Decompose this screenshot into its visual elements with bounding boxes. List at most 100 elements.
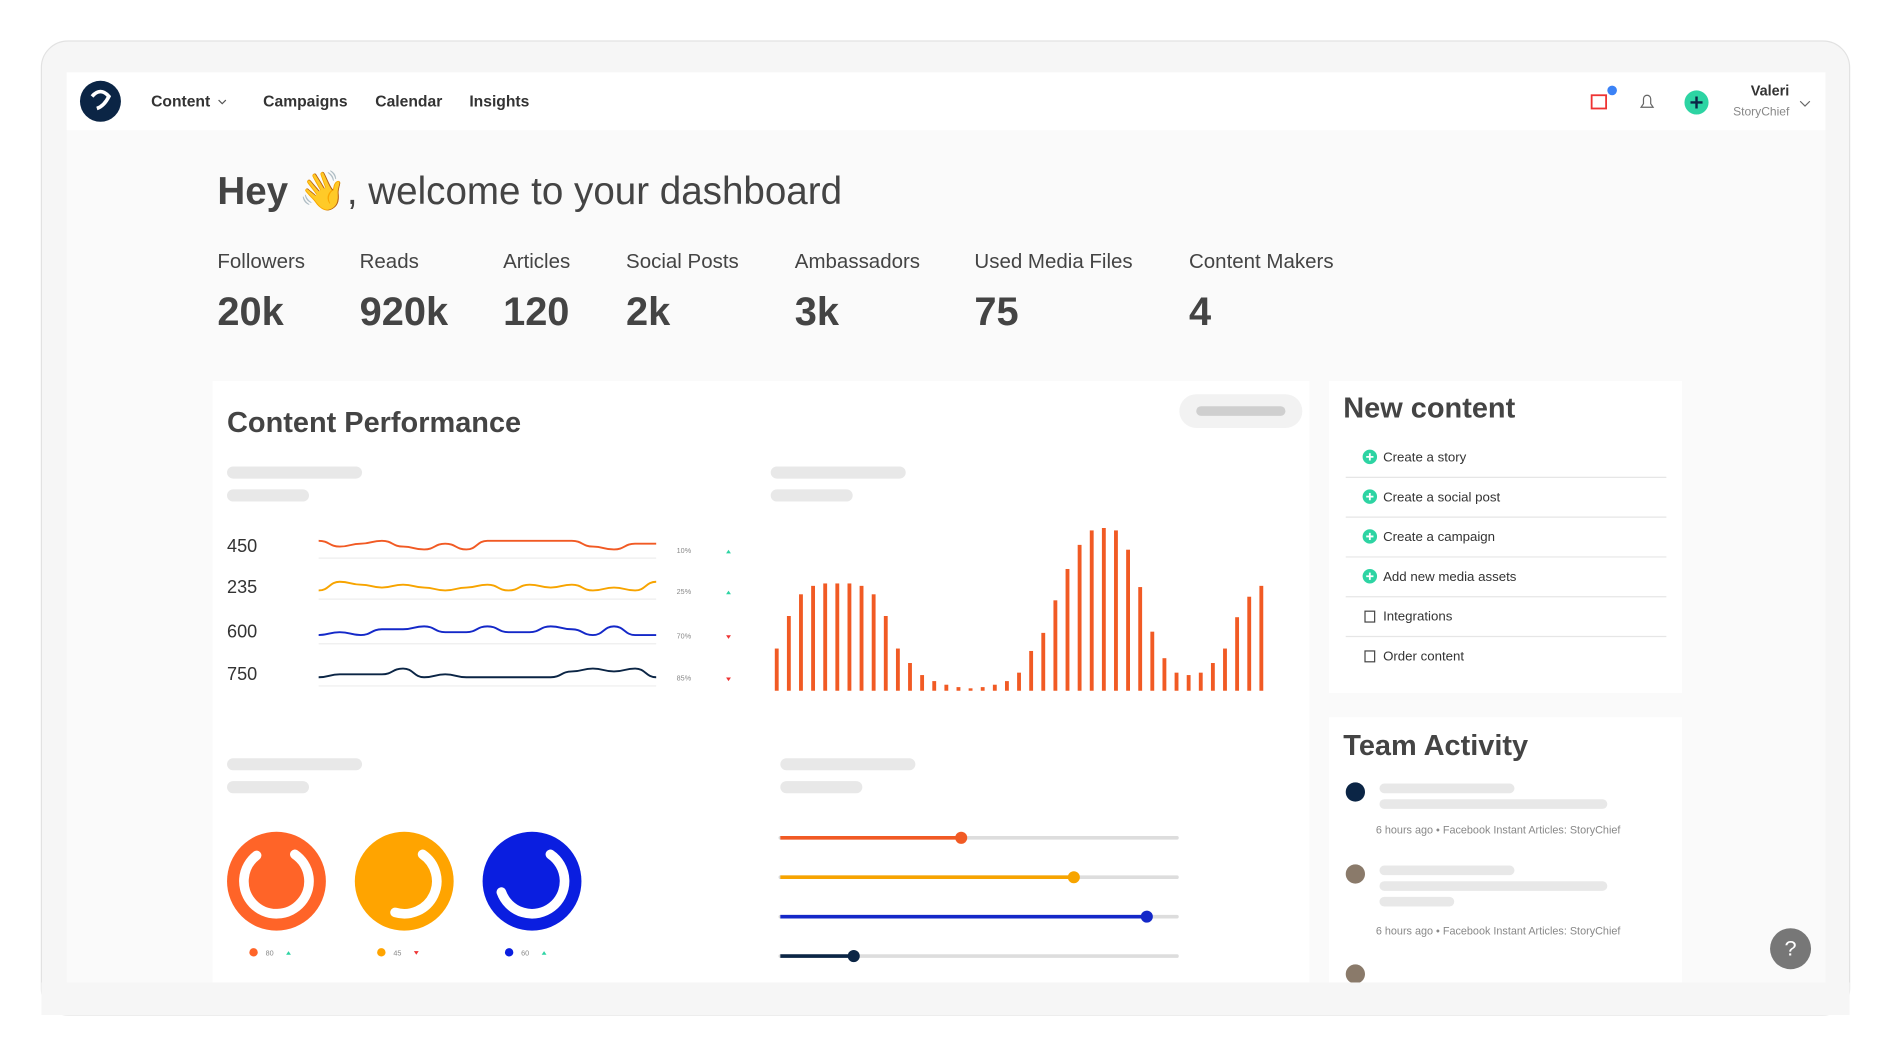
row-percent: 85%: [677, 674, 692, 683]
welcome-title: Hey 👋, welcome to your dashboard: [217, 170, 842, 214]
nav-item[interactable]: Campaigns: [263, 94, 348, 111]
stat-label: Articles: [503, 250, 570, 273]
placeholder: [227, 758, 363, 771]
trend-up: [726, 590, 731, 595]
bar: [799, 594, 803, 691]
bar: [823, 583, 828, 691]
legend-dot: [377, 948, 386, 957]
gift-icon[interactable]: [1590, 94, 1608, 110]
bar: [1089, 530, 1094, 691]
plus-mark: [1366, 453, 1374, 461]
user-chevron[interactable]: [1799, 100, 1811, 107]
row-number: 235: [227, 577, 257, 597]
stat-label: Followers: [217, 250, 305, 273]
trend-up: [726, 549, 731, 554]
placeholder: [227, 781, 310, 794]
donut-value: 45: [393, 948, 401, 957]
bar: [956, 687, 961, 691]
donut-arc: [239, 849, 314, 919]
frame-bottom: [41, 982, 1850, 1016]
donut-arc: [496, 849, 570, 919]
plus-icon: [1690, 96, 1703, 109]
new-content-item[interactable]: Integrations: [1383, 609, 1453, 624]
bar: [1186, 675, 1191, 691]
bar: [871, 594, 876, 691]
bar: [1259, 585, 1264, 691]
logo[interactable]: [79, 80, 121, 122]
plus-mark: [1366, 532, 1374, 541]
placeholder: [1379, 783, 1515, 794]
trend-down: [726, 635, 731, 639]
placeholder: [1379, 896, 1455, 907]
trend-down: [726, 677, 731, 682]
row-number: 750: [227, 664, 257, 684]
stat-value: 120: [503, 290, 569, 334]
bar: [944, 684, 949, 691]
new-content-item[interactable]: Create a story: [1383, 450, 1467, 465]
card-title: New content: [1343, 393, 1515, 425]
legend-dot: [249, 948, 258, 957]
user-org: StoryChief: [1733, 104, 1790, 118]
placeholder: [1379, 865, 1515, 876]
stat-label: Ambassadors: [795, 250, 920, 273]
avatar: [1345, 864, 1366, 884]
activity-meta: 6 hours ago • Facebook Instant Articles:…: [1376, 824, 1622, 836]
new-content-item[interactable]: Create a campaign: [1383, 529, 1495, 544]
card-title: Team Activity: [1343, 730, 1528, 762]
new-content-item[interactable]: Add new media assets: [1383, 569, 1517, 584]
stat-value: 920k: [360, 290, 449, 334]
donut-arc: [390, 849, 442, 919]
nav-item[interactable]: Calendar: [375, 94, 442, 111]
sparkline: [318, 580, 657, 592]
help-button[interactable]: [1770, 928, 1812, 970]
slider-knob[interactable]: [847, 950, 860, 963]
bar: [992, 684, 997, 691]
bar: [774, 648, 779, 691]
bar: [1114, 530, 1118, 691]
bar: [1053, 600, 1058, 691]
row-percent: 70%: [677, 631, 692, 640]
plus-mark: [1366, 572, 1374, 580]
bar: [895, 648, 900, 691]
stat-value: 2k: [626, 290, 671, 334]
bar: [1223, 648, 1227, 691]
card-title: Content Performance: [227, 407, 521, 439]
placeholder: [227, 466, 363, 479]
bar: [1162, 658, 1167, 691]
logo-mark: [90, 89, 112, 111]
nav-item[interactable]: Insights: [469, 94, 529, 111]
stat-value: 4: [1189, 290, 1211, 334]
bar: [1065, 568, 1070, 691]
sparkline: [318, 539, 657, 551]
bar: [1235, 617, 1240, 691]
user-name: Valeri: [1751, 83, 1790, 99]
slider-knob[interactable]: [1067, 871, 1080, 884]
trend-down: [413, 951, 419, 955]
donut-value: 80: [266, 948, 274, 957]
stat-label: Used Media Files: [974, 250, 1132, 273]
help-label: ?: [1785, 936, 1797, 961]
nav-item[interactable]: Content: [151, 94, 211, 111]
bar: [847, 583, 852, 691]
placeholder: [227, 489, 310, 502]
bar: [835, 583, 840, 691]
avatar: [1345, 964, 1366, 984]
item-icon: [1364, 650, 1376, 663]
slider-knob[interactable]: [955, 831, 968, 844]
stat-label: Content Makers: [1189, 250, 1334, 273]
bar: [1004, 681, 1009, 691]
placeholder: [1379, 799, 1608, 809]
placeholder: [770, 466, 906, 479]
placeholder: [770, 489, 853, 502]
slider-knob[interactable]: [1140, 910, 1153, 923]
navbar: [66, 72, 1826, 131]
bar: [1101, 528, 1106, 691]
new-content-item[interactable]: Create a social post: [1383, 489, 1500, 504]
notification-dot: [1607, 85, 1617, 96]
new-content-item[interactable]: Order content: [1383, 648, 1464, 663]
bar: [1041, 632, 1046, 691]
bar: [1017, 672, 1021, 691]
bell-icon[interactable]: [1639, 94, 1655, 108]
avatar: [1345, 782, 1366, 802]
